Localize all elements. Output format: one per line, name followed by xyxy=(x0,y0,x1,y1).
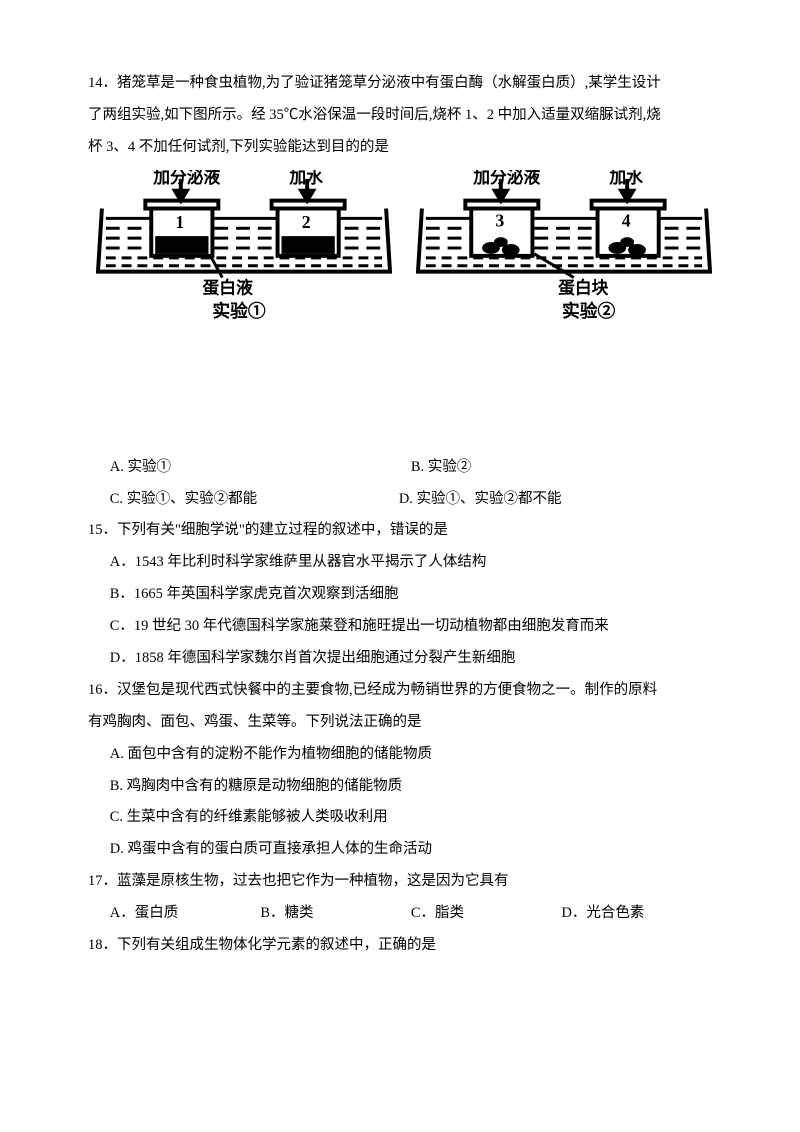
question-17: 17．蓝藻是原核生物，过去也把它作为一种植物，这是因为它具有 A．蛋白质 B．糖… xyxy=(88,866,712,930)
exp2-add-right: 加水 xyxy=(608,170,643,187)
q14-line3: 杯 3、4 不加任何试剂,下列实验能达到目的的是 xyxy=(88,132,712,164)
q17-opt-c: C．脂类 xyxy=(411,898,562,930)
q14-line1: 14．猪笼草是一种食虫植物,为了验证猪笼草分泌液中有蛋白酶（水解蛋白质）,某学生… xyxy=(88,68,712,100)
q14-opt-d: D. 实验①、实验②都不能 xyxy=(399,484,712,516)
q16-opt-b: B. 鸡胸肉中含有的糖原是动物细胞的储能物质 xyxy=(88,771,712,803)
q14-opt-b: B. 实验② xyxy=(411,452,712,484)
exp2-add-left: 加分泌液 xyxy=(472,170,540,187)
cup-3-label: 3 xyxy=(495,210,504,230)
q16-opt-a: A. 面包中含有的淀粉不能作为植物细胞的储能物质 xyxy=(88,739,712,771)
spacer xyxy=(88,332,712,452)
q15-opt-a: A．1543 年比利时科学家维萨里从器官水平揭示了人体结构 xyxy=(88,547,712,579)
experiment-1-diagram: 1 2 加分泌液 加水 xyxy=(96,170,392,322)
cup-4-label: 4 xyxy=(622,210,631,230)
q17-opt-d: D．光合色素 xyxy=(561,898,712,930)
page-content: 14．猪笼草是一种食虫植物,为了验证猪笼草分泌液中有蛋白酶（水解蛋白质）,某学生… xyxy=(0,0,800,1002)
q14-diagrams: 1 2 加分泌液 加水 xyxy=(88,164,712,332)
q14-opt-a: A. 实验① xyxy=(110,452,411,484)
q15-opt-d: D．1858 年德国科学家魏尔肖首次提出细胞通过分裂产生新细胞 xyxy=(88,643,712,675)
exp1-add-left: 加分泌液 xyxy=(152,170,220,187)
q14-options-row1: A. 实验① B. 实验② xyxy=(88,452,712,484)
exp1-add-right: 加水 xyxy=(288,170,323,187)
question-15: 15．下列有关"细胞学说"的建立过程的叙述中，错误的是 A．1543 年比利时科… xyxy=(88,515,712,674)
q15-opt-b: B．1665 年英国科学家虎克首次观察到活细胞 xyxy=(88,579,712,611)
exp1-title: 实验① xyxy=(212,300,266,321)
exp1-substrate: 蛋白液 xyxy=(203,277,254,297)
q14-line2: 了两组实验,如下图所示。经 35℃水浴保温一段时间后,烧杯 1、2 中加入适量双… xyxy=(88,100,712,132)
q17-opt-a: A．蛋白质 xyxy=(110,898,261,930)
q17-stem: 17．蓝藻是原核生物，过去也把它作为一种植物，这是因为它具有 xyxy=(88,866,712,898)
q17-opt-b: B．糖类 xyxy=(260,898,411,930)
q18-stem: 18．下列有关组成生物体化学元素的叙述中，正确的是 xyxy=(88,930,712,962)
exp2-substrate: 蛋白块 xyxy=(558,277,609,297)
cup-2-label: 2 xyxy=(302,212,311,232)
q17-options: A．蛋白质 B．糖类 C．脂类 D．光合色素 xyxy=(88,898,712,930)
question-18: 18．下列有关组成生物体化学元素的叙述中，正确的是 xyxy=(88,930,712,962)
cup-1-label: 1 xyxy=(175,212,184,232)
q16-opt-d: D. 鸡蛋中含有的蛋白质可直接承担人体的生命活动 xyxy=(88,834,712,866)
experiment-2-diagram: 3 4 xyxy=(416,170,712,322)
q14-options-row2: C. 实验①、实验②都能 D. 实验①、实验②都不能 xyxy=(88,484,712,516)
question-16: 16．汉堡包是现代西式快餐中的主要食物,已经成为畅销世界的方便食物之一。制作的原… xyxy=(88,675,712,866)
q16-line2: 有鸡胸肉、面包、鸡蛋、生菜等。下列说法正确的是 xyxy=(88,707,712,739)
q16-opt-c: C. 生菜中含有的纤维素能够被人类吸收利用 xyxy=(88,802,712,834)
exp2-title: 实验② xyxy=(562,300,616,321)
question-14: 14．猪笼草是一种食虫植物,为了验证猪笼草分泌液中有蛋白酶（水解蛋白质）,某学生… xyxy=(88,68,712,515)
q15-opt-c: C．19 世纪 30 年代德国科学家施莱登和施旺提出一切动植物都由细胞发育而来 xyxy=(88,611,712,643)
q15-stem: 15．下列有关"细胞学说"的建立过程的叙述中，错误的是 xyxy=(88,515,712,547)
q16-line1: 16．汉堡包是现代西式快餐中的主要食物,已经成为畅销世界的方便食物之一。制作的原… xyxy=(88,675,712,707)
q14-opt-c: C. 实验①、实验②都能 xyxy=(110,484,399,516)
